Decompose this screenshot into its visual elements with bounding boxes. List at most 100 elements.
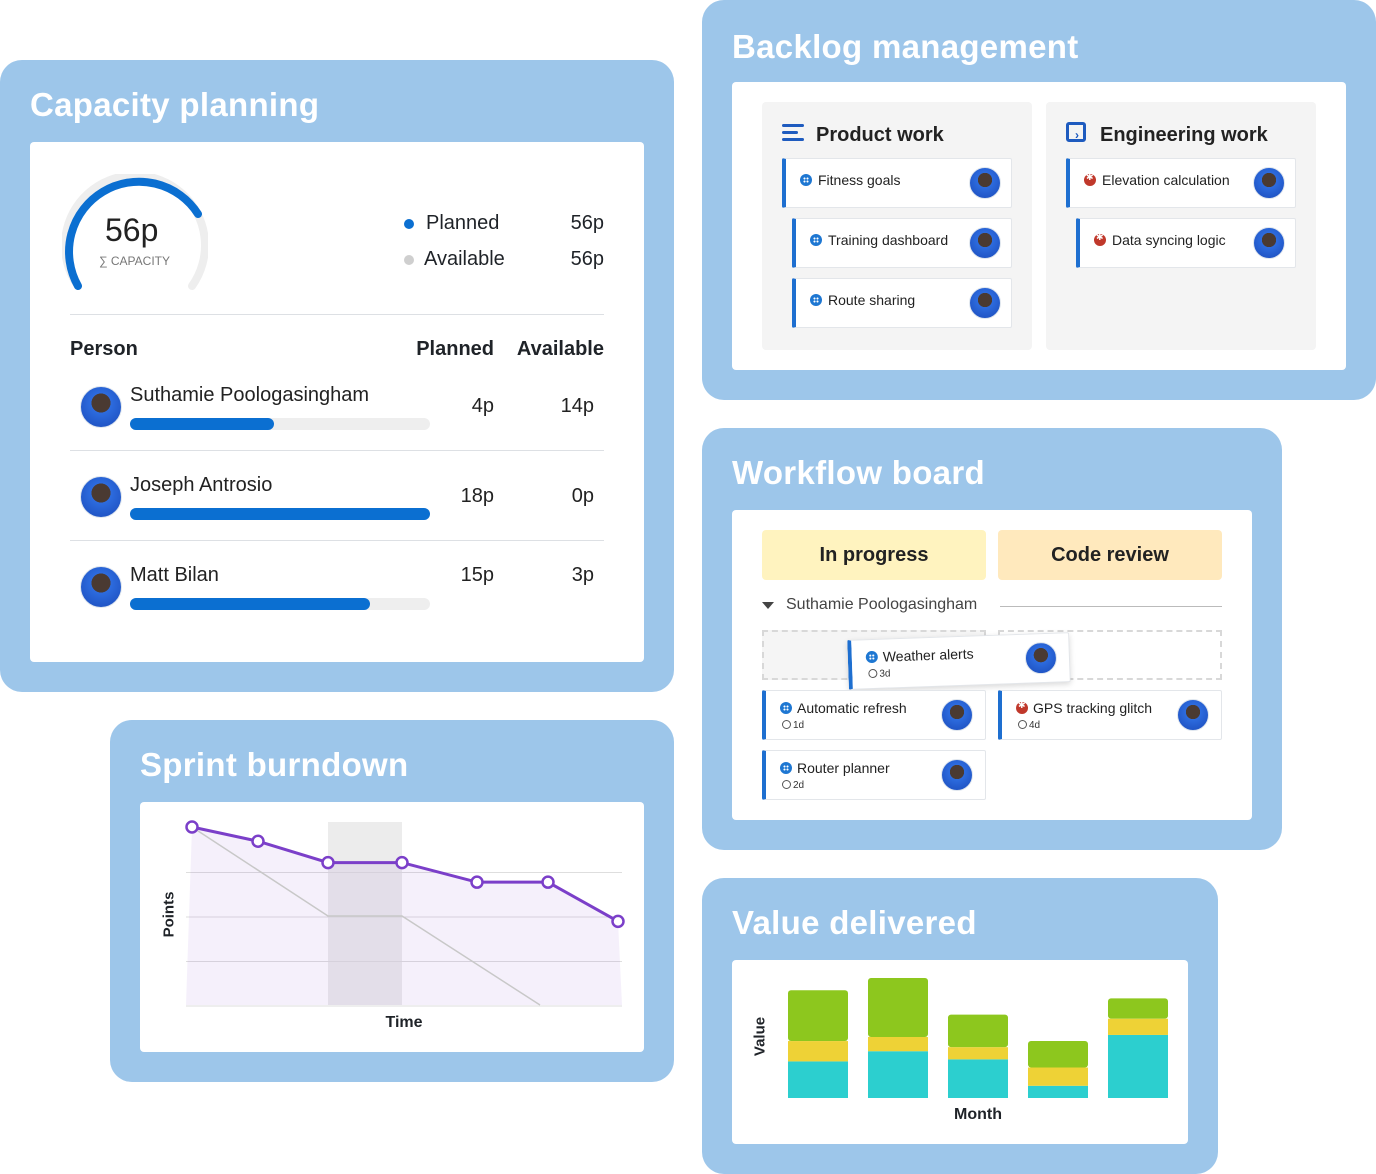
backlog-card: Product work Fitness goals Training dash… — [732, 82, 1346, 370]
available-value: 14p — [560, 395, 594, 417]
data-point — [185, 820, 199, 834]
data-point — [395, 855, 409, 870]
bug-icon — [1094, 232, 1106, 246]
avatar — [941, 759, 973, 791]
board-card[interactable]: Automatic refresh 1d — [762, 690, 986, 740]
bar-segment — [868, 1036, 928, 1052]
data-point — [541, 875, 555, 889]
avatar — [941, 699, 973, 731]
card-label: Weather alerts — [882, 645, 974, 665]
work-item-label: Route sharing — [828, 292, 916, 308]
bar-segment — [948, 1059, 1008, 1098]
planned-value: 4p — [471, 395, 494, 417]
avatar — [80, 476, 122, 518]
work-item[interactable]: Elevation calculation — [1066, 158, 1296, 208]
panel-title: Sprint burndown — [140, 746, 409, 783]
dragging-card[interactable]: Weather alerts 3d — [847, 632, 1071, 690]
y-axis-label: Value — [751, 1016, 769, 1057]
story-icon — [865, 650, 879, 664]
bar-segment — [1108, 1018, 1168, 1035]
avatar — [1253, 227, 1285, 259]
story-icon — [780, 702, 792, 714]
swimlane-divider — [1000, 606, 1222, 607]
work-item[interactable]: Data syncing logic — [1076, 218, 1296, 268]
bar-segment — [1108, 998, 1168, 1019]
avatar — [1253, 167, 1285, 199]
avatar — [80, 566, 122, 608]
bar-segment — [948, 1047, 1008, 1060]
person-name: Matt Bilan — [130, 564, 219, 586]
column-title: Engineering work — [1100, 124, 1268, 146]
card-label: Automatic refresh — [797, 700, 907, 716]
avatar — [969, 287, 1001, 319]
avatar — [80, 386, 122, 428]
swimlane-label: Suthamie Poologasingham — [786, 596, 978, 613]
capacity-planning-panel: Capacity planning 56p ∑ CAPACITY Planned… — [0, 60, 674, 692]
header-person: Person — [70, 338, 138, 360]
planned-value: 15p — [460, 564, 494, 586]
capacity-bar — [130, 598, 430, 610]
work-item[interactable]: Training dashboard — [792, 218, 1012, 268]
burndown-area — [186, 827, 622, 1005]
available-value: 0p — [571, 485, 594, 507]
work-item-label: Fitness goals — [818, 172, 901, 188]
y-axis-label: Points — [160, 891, 178, 938]
capacity-card: 56p ∑ CAPACITY Planned 56p Available 56p… — [30, 142, 644, 662]
capacity-bar — [130, 418, 430, 430]
bar-segment — [1028, 1041, 1088, 1068]
story-icon — [810, 294, 822, 306]
column-header-code-review[interactable]: Code review — [998, 530, 1222, 580]
burndown-chart — [185, 820, 625, 1007]
workflow-card: In progress Code review Suthamie Poologa… — [732, 510, 1252, 820]
capacity-bar-fill — [130, 598, 370, 610]
panel-title: Backlog management — [732, 28, 1079, 65]
backlog-icon — [782, 124, 806, 142]
bar-segment — [868, 1051, 928, 1098]
board-card[interactable]: Router planner 2d — [762, 750, 986, 800]
column-header-in-progress[interactable]: In progress — [762, 530, 986, 580]
legend-label: Available — [424, 248, 505, 270]
work-item-label: Training dashboard — [828, 232, 949, 248]
data-point — [470, 875, 484, 889]
card-estimate: 1d — [793, 720, 805, 731]
panel-title: Value delivered — [732, 904, 977, 941]
data-point — [611, 914, 625, 929]
sprint-burndown-panel: Sprint burndown Points Time — [110, 720, 674, 1082]
divider — [70, 314, 604, 315]
header-planned: Planned — [416, 338, 494, 360]
bar-segment — [948, 1014, 1008, 1048]
card-estimate: 3d — [879, 668, 891, 680]
value-delivered-panel: Value delivered Value Month — [702, 878, 1218, 1174]
person-name: Joseph Antrosio — [130, 474, 273, 496]
work-item[interactable]: Route sharing — [792, 278, 1012, 328]
bar-segment — [788, 990, 848, 1042]
person-name: Suthamie Poologasingham — [130, 384, 370, 406]
story-icon — [800, 174, 812, 186]
data-point — [321, 855, 335, 870]
bar-segment — [1028, 1067, 1088, 1086]
capacity-bar-fill — [130, 508, 430, 520]
backlog-column-product: Product work Fitness goals Training dash… — [762, 102, 1032, 350]
avatar — [969, 167, 1001, 199]
work-item-label: Data syncing logic — [1112, 232, 1226, 248]
story-icon — [810, 234, 822, 246]
board-card[interactable]: GPS tracking glitch 4d — [998, 690, 1222, 740]
legend-value: 56p — [570, 248, 604, 270]
work-item[interactable]: Fitness goals — [782, 158, 1012, 208]
bug-icon — [1084, 172, 1096, 186]
header-available: Available — [516, 338, 604, 360]
capacity-gauge — [62, 174, 208, 290]
legend-available: Available 56p — [404, 248, 604, 272]
swimlane-header[interactable]: Suthamie Poologasingham — [762, 596, 1222, 616]
card-estimate: 2d — [793, 780, 805, 791]
legend-dot — [404, 219, 414, 229]
value-chart — [788, 978, 1168, 1098]
card-estimate: 4d — [1029, 720, 1041, 731]
work-item-label: Elevation calculation — [1102, 172, 1230, 188]
backlog-management-panel: Backlog management Product work Fitness … — [702, 0, 1376, 400]
legend-label: Planned — [426, 212, 500, 234]
x-axis-label: Time — [385, 1014, 423, 1031]
highlight-band — [328, 822, 402, 1005]
column-label: Code review — [1051, 544, 1169, 566]
column-label: In progress — [819, 544, 929, 566]
